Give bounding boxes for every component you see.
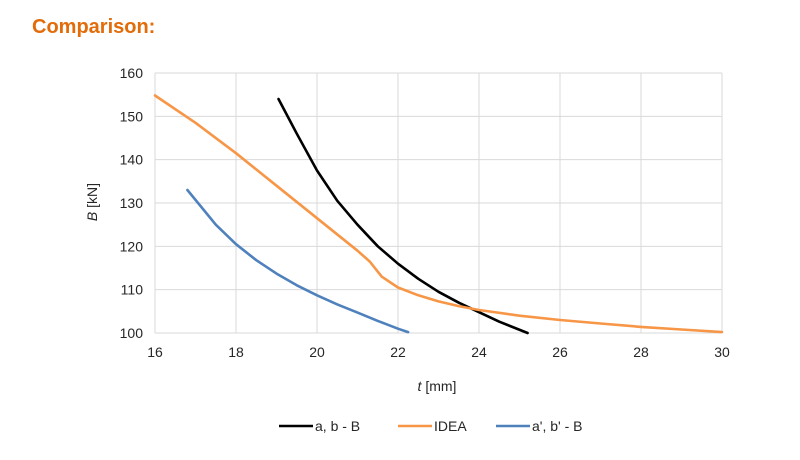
- legend-label-1: a, b - B: [315, 418, 360, 434]
- legend-label-2: IDEA: [434, 418, 467, 434]
- y-axis-title: B [kN]: [84, 183, 100, 221]
- x-tick-label: 18: [228, 344, 244, 360]
- x-axis-title: t [mm]: [418, 378, 457, 394]
- series-lines: [153, 94, 724, 335]
- y-tick-label: 100: [120, 325, 144, 341]
- legend: a, b - B IDEA a', b' - B: [279, 418, 582, 434]
- y-tick-label: 160: [120, 65, 144, 81]
- y-tick-label: 110: [121, 282, 144, 298]
- y-tick-label: 150: [120, 108, 144, 124]
- tick-labels: 100 110 120 130 140 150 160 16 18 20 22 24 26 28 30: [120, 65, 730, 360]
- x-tick-label: 28: [633, 344, 649, 360]
- series-line-1: [277, 97, 529, 335]
- y-tick-label: 140: [120, 152, 144, 168]
- series-line-3: [186, 188, 410, 334]
- legend-label-3: a', b' - B: [532, 418, 582, 434]
- x-tick-label: 30: [714, 344, 730, 360]
- x-tick-label: 26: [552, 344, 568, 360]
- x-tick-label: 20: [309, 344, 325, 360]
- series-line-2: [153, 94, 724, 334]
- page-heading: Comparison:: [32, 16, 156, 38]
- y-tick-label: 130: [120, 195, 144, 211]
- gridlines: [154, 72, 723, 334]
- x-tick-label: 22: [390, 344, 406, 360]
- y-tick-label: 120: [120, 238, 144, 254]
- x-tick-label: 16: [147, 344, 163, 360]
- x-tick-label: 24: [471, 344, 487, 360]
